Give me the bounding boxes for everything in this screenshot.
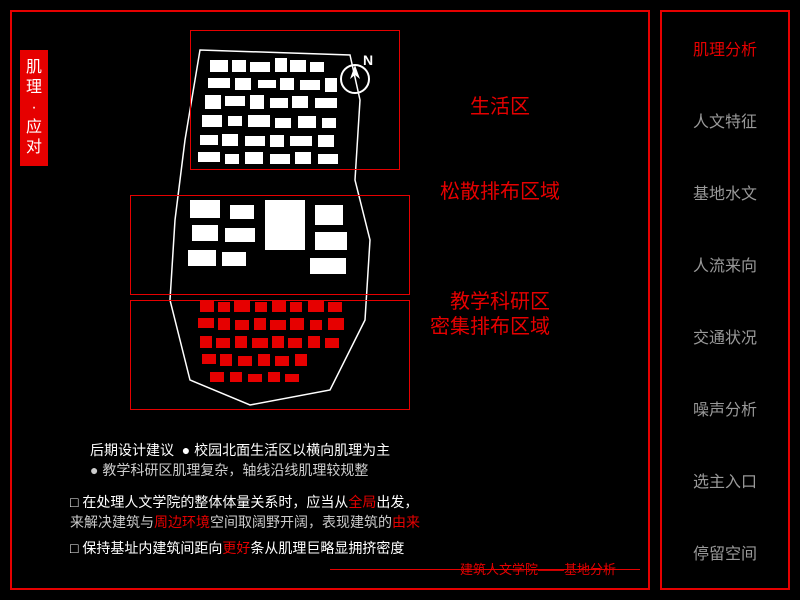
text-line3: □ 保持基址内建筑间距向更好条从肌理巨略显拥挤密度 xyxy=(70,536,640,560)
sidebar: 肌理分析 人文特征 基地水文 人流来向 交通状况 噪声分析 选主入口 停留空间 xyxy=(660,10,790,590)
zone-dense xyxy=(130,300,410,410)
zone-label-living: 生活区 xyxy=(470,90,530,119)
zone-label-sparse: 松散排布区域 xyxy=(440,175,560,204)
sidebar-item-stay[interactable]: 停留空间 xyxy=(662,516,788,588)
zone-label-dense: 密集排布区域 xyxy=(430,310,550,339)
zone-sparse xyxy=(130,195,410,295)
sidebar-item-traffic[interactable]: 交通状况 xyxy=(662,300,788,372)
section-label: 肌理 · 应对 xyxy=(20,50,48,166)
footer-text: 建筑人文学院——基地分析 xyxy=(460,559,616,578)
sidebar-item-noise[interactable]: 噪声分析 xyxy=(662,372,788,444)
sidebar-item-entrance[interactable]: 选主入口 xyxy=(662,444,788,516)
zone-living xyxy=(190,30,400,170)
sidebar-item-flow[interactable]: 人流来向 xyxy=(662,228,788,300)
text-line2b: 来解决建筑与周边环境空间取阔野开阔，表现建筑的由来 xyxy=(70,510,640,534)
text-line1b: ● 教学科研区肌理复杂，轴线沿线肌理较规整 xyxy=(90,458,630,482)
sidebar-item-texture[interactable]: 肌理分析 xyxy=(662,12,788,84)
sidebar-item-hydro[interactable]: 基地水文 xyxy=(662,156,788,228)
sidebar-item-culture[interactable]: 人文特征 xyxy=(662,84,788,156)
